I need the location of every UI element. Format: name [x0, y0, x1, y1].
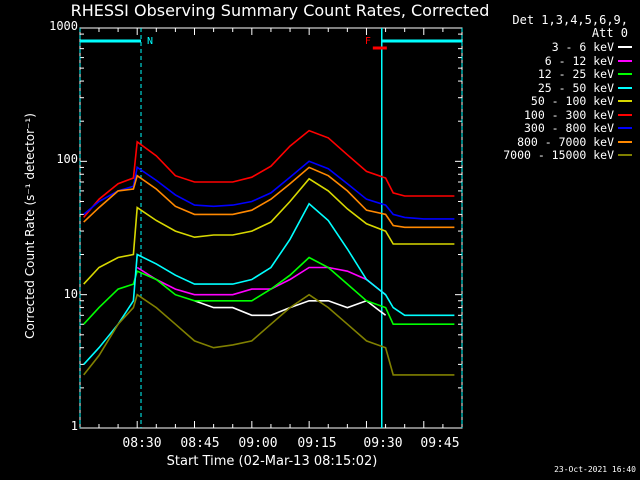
- legend-item: 3 - 6 keV: [478, 40, 638, 54]
- series-line: [83, 129, 455, 218]
- detector-list: Det 1,3,4,5,6,9,: [512, 13, 628, 27]
- chart-title: RHESSI Observing Summary Count Rates, Co…: [70, 1, 490, 20]
- series-line: [83, 166, 455, 229]
- series-line: [83, 256, 455, 325]
- legend-label: 12 - 25 keV: [537, 67, 614, 81]
- y-tick-label: 10: [63, 287, 78, 301]
- attenuator-state: Att 0: [591, 26, 628, 40]
- x-tick-label: 09:00: [238, 436, 278, 451]
- y-tick-label: 1000: [49, 19, 78, 33]
- legend-item: 800 - 7000 keV: [478, 135, 638, 149]
- legend-label: 25 - 50 keV: [537, 80, 614, 95]
- series-line: [136, 266, 387, 296]
- legend-item: 100 - 300 keV: [478, 108, 638, 122]
- legend-swatch: [618, 140, 632, 143]
- legend-label: 6 - 12 keV: [544, 53, 614, 68]
- annotation-f: F: [365, 36, 371, 47]
- x-tick-label: 08:45: [180, 436, 220, 451]
- legend-swatch: [618, 59, 632, 62]
- x-tick-label: 09:15: [297, 436, 337, 451]
- x-tick-label: 09:30: [363, 436, 403, 451]
- legend-item: 25 - 50 keV: [478, 81, 638, 95]
- legend-swatch: [618, 86, 632, 89]
- legend-swatch: [618, 100, 632, 102]
- y-tick-label: 1: [70, 419, 78, 433]
- legend-label: 800 - 7000 keV: [517, 134, 614, 149]
- legend-label: 300 - 800 keV: [523, 121, 614, 135]
- x-tick-label: 08:30: [122, 436, 162, 451]
- legend-swatch: [618, 127, 632, 129]
- legend-label: 100 - 300 keV: [523, 107, 614, 122]
- series-line: [83, 293, 455, 376]
- timestamp: 23-Oct-2021 16:40: [554, 465, 636, 474]
- legend-label: 7000 - 15000 keV: [503, 148, 614, 162]
- legend-item: 6 - 12 keV: [478, 54, 638, 68]
- legend-swatch: [618, 46, 632, 48]
- legend-swatch: [618, 154, 632, 156]
- series-line: [83, 202, 455, 365]
- legend: 3 - 6 keV 6 - 12 keV 12 - 25 keV 25 - 50…: [478, 40, 638, 162]
- legend-swatch: [618, 73, 632, 75]
- legend-item: 12 - 25 keV: [478, 67, 638, 81]
- legend-item: 7000 - 15000 keV: [478, 148, 638, 162]
- y-axis-label: Corrected Count Rate (s⁻¹ detector⁻¹): [23, 113, 37, 339]
- legend-label: 3 - 6 keV: [551, 40, 614, 54]
- legend-item: 50 - 100 keV: [478, 94, 638, 108]
- x-axis-label: Start Time (02-Mar-13 08:15:02): [166, 454, 378, 469]
- legend-label: 50 - 100 keV: [530, 94, 614, 108]
- annotation-n: N: [147, 36, 153, 47]
- legend-swatch: [618, 113, 632, 116]
- series-line: [83, 177, 455, 285]
- series-line: [83, 160, 455, 220]
- x-tick-label: 09:45: [420, 436, 460, 451]
- legend-item: 300 - 800 keV: [478, 121, 638, 135]
- y-tick-label: 100: [56, 152, 78, 166]
